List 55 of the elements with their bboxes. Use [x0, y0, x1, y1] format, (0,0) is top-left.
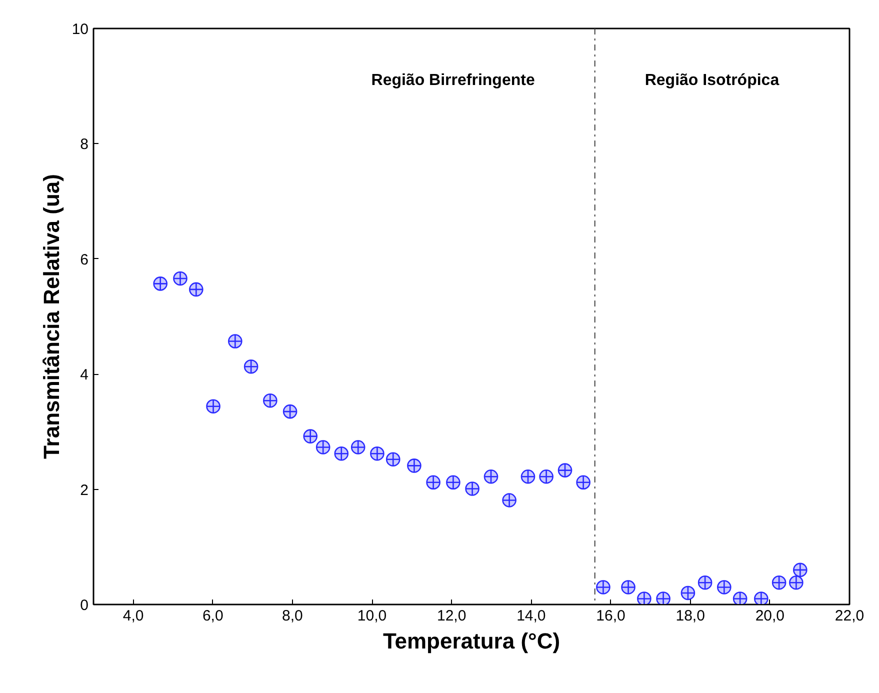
point: [558, 463, 572, 478]
point: [698, 575, 712, 590]
point: [680, 586, 696, 600]
point: [732, 592, 748, 604]
y-tick-label: 6: [80, 251, 88, 268]
y-tick-label: 4: [80, 366, 88, 384]
x-tick-label: 14,0: [516, 608, 546, 624]
point: [173, 271, 188, 286]
x-tick-label: 20,0: [755, 608, 785, 624]
point: [263, 393, 278, 408]
x-tick-label: 16,0: [596, 608, 626, 624]
point: [465, 482, 480, 496]
point: [303, 429, 318, 444]
x-tick-label: 6,0: [202, 608, 224, 624]
point: [228, 334, 242, 348]
point: [596, 580, 610, 594]
point: [539, 469, 554, 484]
x-tick-label: 10,0: [357, 608, 387, 624]
point: [754, 592, 768, 604]
point: [576, 475, 590, 490]
x-tick-label: 12,0: [437, 608, 466, 624]
point: [386, 452, 400, 466]
x-axis-title: Temperatura (°C): [382, 628, 560, 654]
y-tick-label: 10: [72, 21, 89, 38]
x-tick-label: 8,0: [282, 608, 303, 624]
x-tick-label: 22,0: [834, 608, 864, 624]
point: [244, 359, 258, 374]
x-tick-label: 4,0: [122, 608, 144, 624]
point: [621, 580, 636, 594]
point: [446, 475, 460, 490]
point: [153, 276, 168, 291]
point: [316, 440, 330, 454]
y-axis-title: Transmitância Relativa (ua): [38, 174, 64, 459]
point: [350, 440, 366, 454]
point: [717, 580, 732, 594]
annotation: Região Birrefringente: [371, 72, 535, 89]
y-tick-label: 8: [80, 136, 88, 154]
y-tick-label: 2: [80, 482, 88, 499]
point: [484, 469, 498, 484]
point: [334, 446, 349, 461]
point: [520, 469, 536, 484]
point: [772, 575, 786, 590]
point: [189, 282, 204, 297]
point: [282, 404, 298, 419]
point: [370, 446, 384, 461]
y-tick-label: 0: [80, 597, 88, 614]
point: [407, 458, 422, 473]
point: [656, 592, 670, 604]
x-tick-label: 18,0: [676, 608, 705, 624]
point: [502, 493, 516, 508]
point: [206, 399, 220, 414]
point: [637, 592, 652, 604]
annotation: Região Isotrópica: [644, 72, 780, 89]
point: [426, 475, 440, 490]
point: [793, 562, 808, 578]
